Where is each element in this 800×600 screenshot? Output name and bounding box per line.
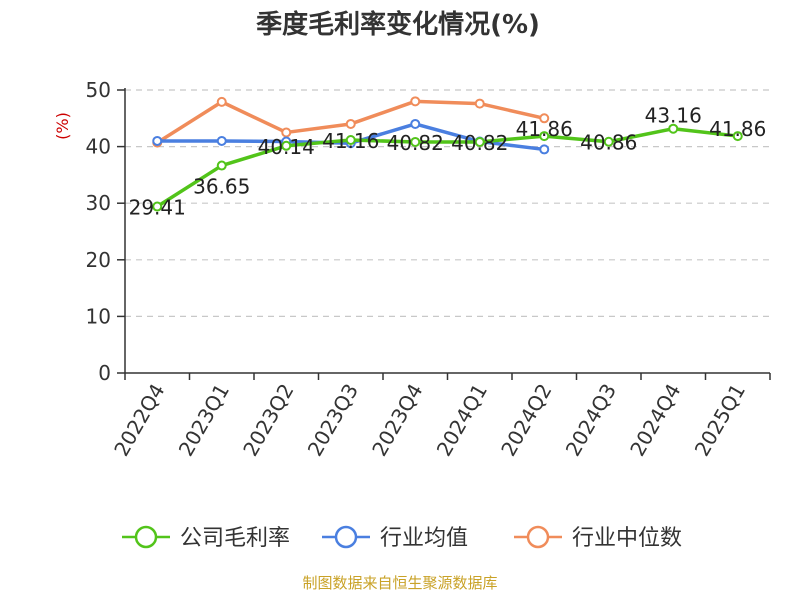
y-axis-label: (%): [53, 112, 72, 140]
legend-label: 公司毛利率: [180, 526, 290, 551]
data-point: [539, 113, 550, 124]
data-point: [345, 118, 356, 129]
data-point: [732, 131, 743, 142]
gridlines: [125, 89, 770, 317]
data-point: [281, 140, 292, 151]
x-tick-label: 2023Q1: [174, 380, 234, 461]
x-tick-label: 2024Q1: [432, 380, 492, 461]
data-label: 41.86: [516, 117, 573, 141]
legend-marker: [526, 525, 550, 549]
legend-label: 行业均值: [380, 526, 468, 551]
data-point: [539, 144, 550, 155]
data-point: [216, 135, 227, 146]
data-point: [152, 135, 163, 146]
data-point: [345, 135, 356, 146]
data-point: [216, 160, 227, 171]
data-point: [410, 136, 421, 147]
data-label: 43.16: [645, 104, 702, 128]
data-point: [539, 131, 550, 142]
x-tick-label: 2023Q4: [367, 380, 427, 461]
data-labels: 29.41 36.65 40.14 41.16 40.82 40.82 41.86 40.86…: [129, 104, 767, 220]
y-tick-label: 30: [86, 191, 111, 215]
data-point: [216, 96, 227, 107]
x-tick-label: 2024Q4: [625, 380, 685, 461]
data-point: [474, 98, 485, 109]
x-tick-label: 2024Q2: [496, 380, 556, 461]
x-tick-label: 2022Q4: [109, 380, 169, 461]
data-point: [152, 201, 163, 212]
legend-label: 行业中位数: [572, 526, 682, 551]
legend-item[interactable]: 行业中位数: [514, 525, 682, 551]
data-label: 41.16: [322, 129, 379, 153]
x-tick-label: 2024Q3: [561, 380, 621, 461]
y-tick-label: 20: [86, 248, 111, 272]
data-point: [410, 96, 421, 107]
legend: 公司毛利率 行业均值 行业中位数: [122, 525, 682, 551]
legend-item[interactable]: 行业均值: [322, 525, 468, 551]
legend-marker: [334, 525, 358, 549]
data-label: 29.41: [129, 196, 186, 220]
data-label: 36.65: [193, 175, 250, 199]
x-tick-label: 2023Q2: [238, 380, 298, 461]
data-label: 40.86: [580, 131, 637, 155]
data-point: [281, 127, 292, 138]
data-label: 40.14: [258, 135, 315, 159]
data-label: 40.82: [387, 131, 444, 155]
data-point: [410, 118, 421, 129]
data-label: 41.86: [709, 117, 766, 141]
y-tick-label: 40: [86, 135, 111, 159]
legend-marker: [134, 525, 158, 549]
data-point: [668, 123, 679, 134]
data-point: [474, 136, 485, 147]
data-point: [603, 136, 614, 147]
series-line: [156, 126, 738, 209]
y-tick-label: 10: [86, 304, 111, 328]
data-label: 40.82: [451, 131, 508, 155]
x-tick-label: 2023Q3: [303, 380, 363, 461]
chart-title: 季度毛利率变化情况(%): [256, 9, 540, 40]
series-lines: [152, 96, 743, 212]
legend-item[interactable]: 公司毛利率: [122, 525, 290, 551]
y-tick-label: 50: [86, 78, 111, 102]
y-tick-label: 0: [98, 361, 111, 385]
x-tick-label: 2025Q1: [690, 380, 750, 461]
source-note: 制图数据来自恒生聚源数据库: [302, 574, 497, 592]
